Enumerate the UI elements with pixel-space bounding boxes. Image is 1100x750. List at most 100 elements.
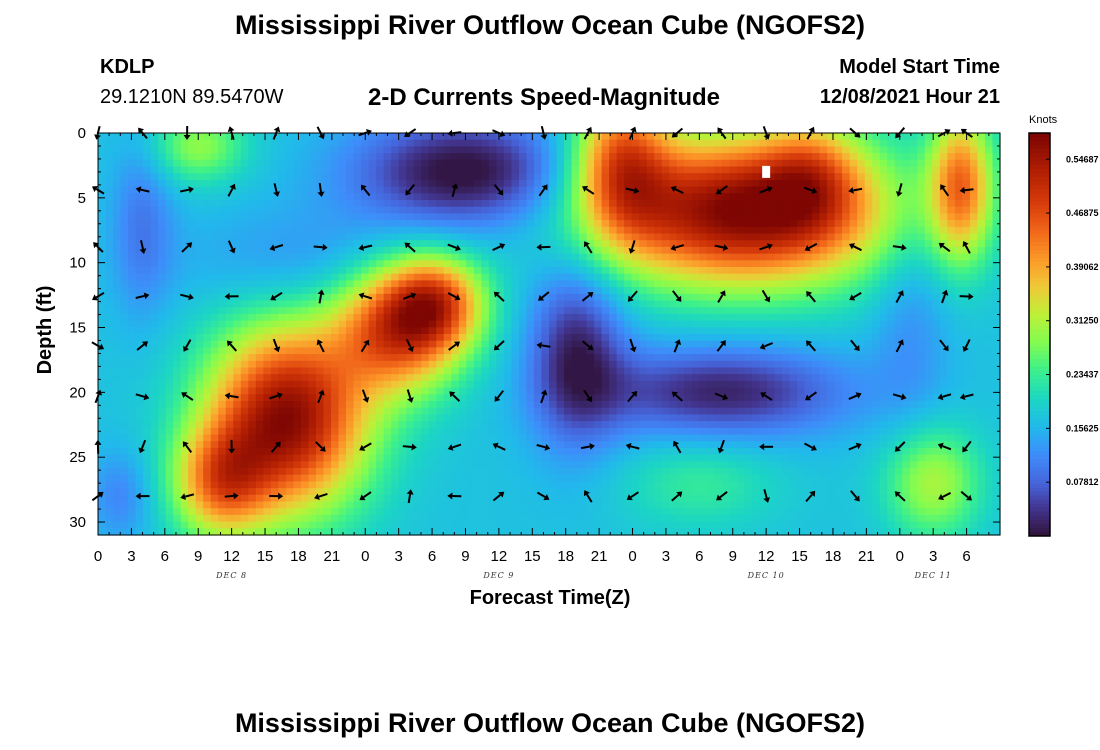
heatmap-cell	[338, 179, 347, 188]
heatmap-cell	[518, 267, 528, 275]
heatmap-cell	[188, 421, 197, 429]
heatmap-cell	[113, 380, 122, 389]
heatmap-cell	[549, 139, 558, 147]
heatmap-cell	[661, 146, 670, 154]
heatmap-cell	[571, 347, 580, 355]
heatmap-cell	[481, 240, 490, 248]
heatmap-cell	[503, 220, 513, 228]
heatmap-cell	[368, 514, 377, 523]
heatmap-cell	[556, 166, 565, 174]
heatmap-cell	[233, 307, 242, 315]
heatmap-cell	[594, 501, 603, 509]
heatmap-cell	[353, 246, 362, 255]
heatmap-cell	[646, 307, 655, 315]
heatmap-cell	[413, 354, 422, 362]
heatmap-cell	[376, 387, 385, 395]
heatmap-cell	[443, 508, 452, 516]
heatmap-cell	[488, 354, 497, 362]
heatmap-cell	[646, 494, 655, 503]
heatmap-cell	[503, 494, 513, 503]
heatmap-cell	[338, 240, 347, 248]
heatmap-cell	[233, 354, 242, 362]
heatmap-cell	[331, 260, 340, 268]
heatmap-cell	[135, 461, 144, 469]
heatmap-cell	[691, 407, 700, 415]
heatmap-cell	[98, 421, 107, 429]
heatmap-cell	[594, 401, 603, 409]
heatmap-cell	[654, 387, 663, 395]
heatmap-cell	[248, 508, 257, 516]
heatmap-cell	[285, 521, 295, 529]
heatmap-cell	[518, 280, 528, 288]
heatmap-cell	[488, 521, 497, 529]
heatmap-cell	[616, 454, 625, 462]
heatmap-cell	[706, 360, 715, 369]
heatmap-cell	[594, 360, 603, 369]
heatmap-cell	[113, 246, 122, 255]
heatmap-cell	[391, 367, 400, 375]
heatmap-cell	[300, 186, 310, 194]
heatmap-cell	[654, 394, 663, 402]
heatmap-cell	[98, 226, 107, 235]
heatmap-cell	[661, 514, 670, 523]
heatmap-cell	[113, 347, 122, 355]
heatmap-cell	[661, 494, 670, 503]
heatmap-cell	[496, 401, 505, 409]
heatmap-cell	[278, 340, 287, 348]
heatmap-cell	[361, 447, 370, 456]
heatmap-cell	[458, 139, 467, 147]
heatmap-cell	[714, 220, 723, 228]
heatmap-cell	[248, 253, 257, 261]
heatmap-cell	[120, 293, 129, 302]
heatmap-cell	[586, 153, 595, 161]
heatmap-cell	[353, 528, 362, 536]
heatmap-cell	[143, 146, 152, 154]
heatmap-cell	[699, 186, 708, 194]
heatmap-cell	[285, 514, 295, 523]
heatmap-cell	[158, 186, 167, 194]
heatmap-cell	[165, 347, 174, 355]
heatmap-cell	[173, 320, 182, 328]
heatmap-cell	[173, 193, 182, 201]
heatmap-cell	[413, 139, 422, 147]
heatmap-cell	[278, 394, 287, 402]
heatmap-cell	[564, 360, 573, 369]
heatmap-cell	[579, 514, 588, 523]
heatmap-cell	[541, 421, 550, 429]
heatmap-cell	[466, 427, 475, 436]
heatmap-cell	[128, 474, 137, 482]
heatmap-cell	[180, 434, 189, 442]
heatmap-cell	[639, 179, 648, 188]
heatmap-cell	[128, 347, 137, 355]
heatmap-cell	[353, 474, 362, 482]
heatmap-cell	[699, 173, 708, 181]
heatmap-cell	[315, 200, 325, 208]
heatmap-cell	[684, 421, 693, 429]
heatmap-cell	[549, 360, 558, 369]
heatmap-cell	[609, 488, 618, 496]
heatmap-cell	[706, 434, 715, 442]
heatmap-cell	[143, 307, 152, 315]
heatmap-cell	[428, 173, 437, 181]
heatmap-cell	[654, 166, 663, 174]
heatmap-cell	[391, 434, 400, 442]
heatmap-cell	[496, 307, 505, 315]
heatmap-cell	[496, 260, 505, 268]
heatmap-cell	[293, 240, 302, 248]
heatmap-cell	[714, 481, 723, 489]
heatmap-cell	[616, 179, 625, 188]
heatmap-cell	[691, 528, 700, 536]
heatmap-cell	[255, 146, 264, 154]
heatmap-cell	[511, 173, 520, 181]
heatmap-cell	[233, 253, 242, 261]
heatmap-cell	[639, 441, 648, 449]
heatmap-cell	[278, 401, 287, 409]
heatmap-cell	[398, 441, 407, 449]
heatmap-cell	[458, 233, 467, 241]
heatmap-cell	[158, 166, 167, 174]
heatmap-cell	[639, 454, 648, 462]
heatmap-cell	[654, 421, 663, 429]
heatmap-cell	[391, 374, 400, 382]
heatmap-cell	[481, 461, 490, 469]
heatmap-cell	[631, 313, 640, 322]
